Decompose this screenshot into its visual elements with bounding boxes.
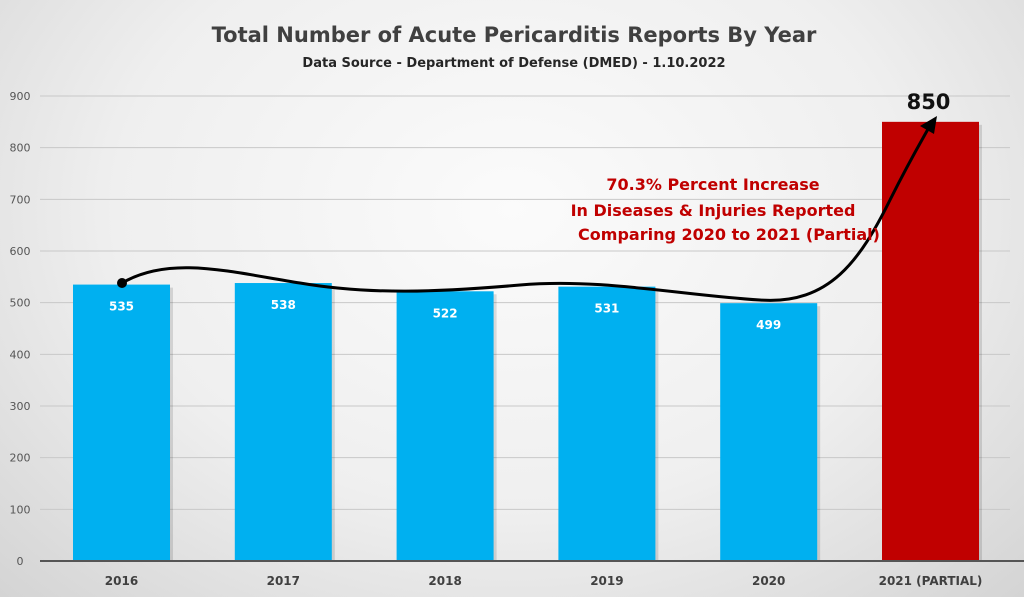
- y-tick-label: 900: [10, 90, 31, 103]
- bar-2020: [720, 303, 818, 561]
- annotation-line-1: 70.3% Percent Increase: [606, 175, 819, 194]
- x-tick-label: 2016: [105, 574, 138, 588]
- data-label: 531: [594, 302, 619, 316]
- y-tick-label: 800: [10, 142, 31, 155]
- annotation-line-3: Comparing 2020 to 2021 (Partial): [578, 225, 880, 244]
- data-label: 850: [907, 90, 951, 114]
- curve-start-dot: [117, 278, 127, 288]
- bar-2017: [234, 283, 332, 561]
- chart-title: Total Number of Acute Pericarditis Repor…: [212, 23, 817, 47]
- data-label: 538: [271, 298, 296, 312]
- bar-2021: [882, 121, 979, 561]
- y-tick-label: 600: [10, 245, 31, 258]
- y-tick-label: 100: [10, 503, 31, 516]
- y-tick-label: 300: [10, 400, 31, 413]
- y-tick-label: 500: [10, 297, 31, 310]
- bar-2018: [396, 291, 494, 561]
- bar-2016: [73, 284, 170, 561]
- x-tick-label: 2018: [428, 574, 461, 588]
- y-tick-label: 0: [17, 555, 24, 568]
- data-label: 535: [109, 300, 134, 314]
- data-label: 522: [433, 306, 458, 320]
- y-tick-label: 200: [10, 452, 31, 465]
- data-label: 499: [756, 318, 781, 332]
- y-tick-label: 400: [10, 348, 31, 361]
- x-tick-label: 2020: [752, 574, 785, 588]
- arrowhead-icon: [920, 116, 937, 134]
- x-tick-label: 2017: [267, 574, 300, 588]
- x-tick-label: 2021 (PARTIAL): [879, 574, 983, 588]
- bar-2019: [558, 286, 656, 561]
- x-tick-label: 2019: [590, 574, 623, 588]
- trend-arrow-curve: [121, 121, 934, 302]
- y-tick-label: 700: [10, 193, 31, 206]
- chart-subtitle: Data Source - Department of Defense (DME…: [302, 56, 725, 71]
- annotation-line-2: In Diseases & Injuries Reported: [571, 201, 856, 220]
